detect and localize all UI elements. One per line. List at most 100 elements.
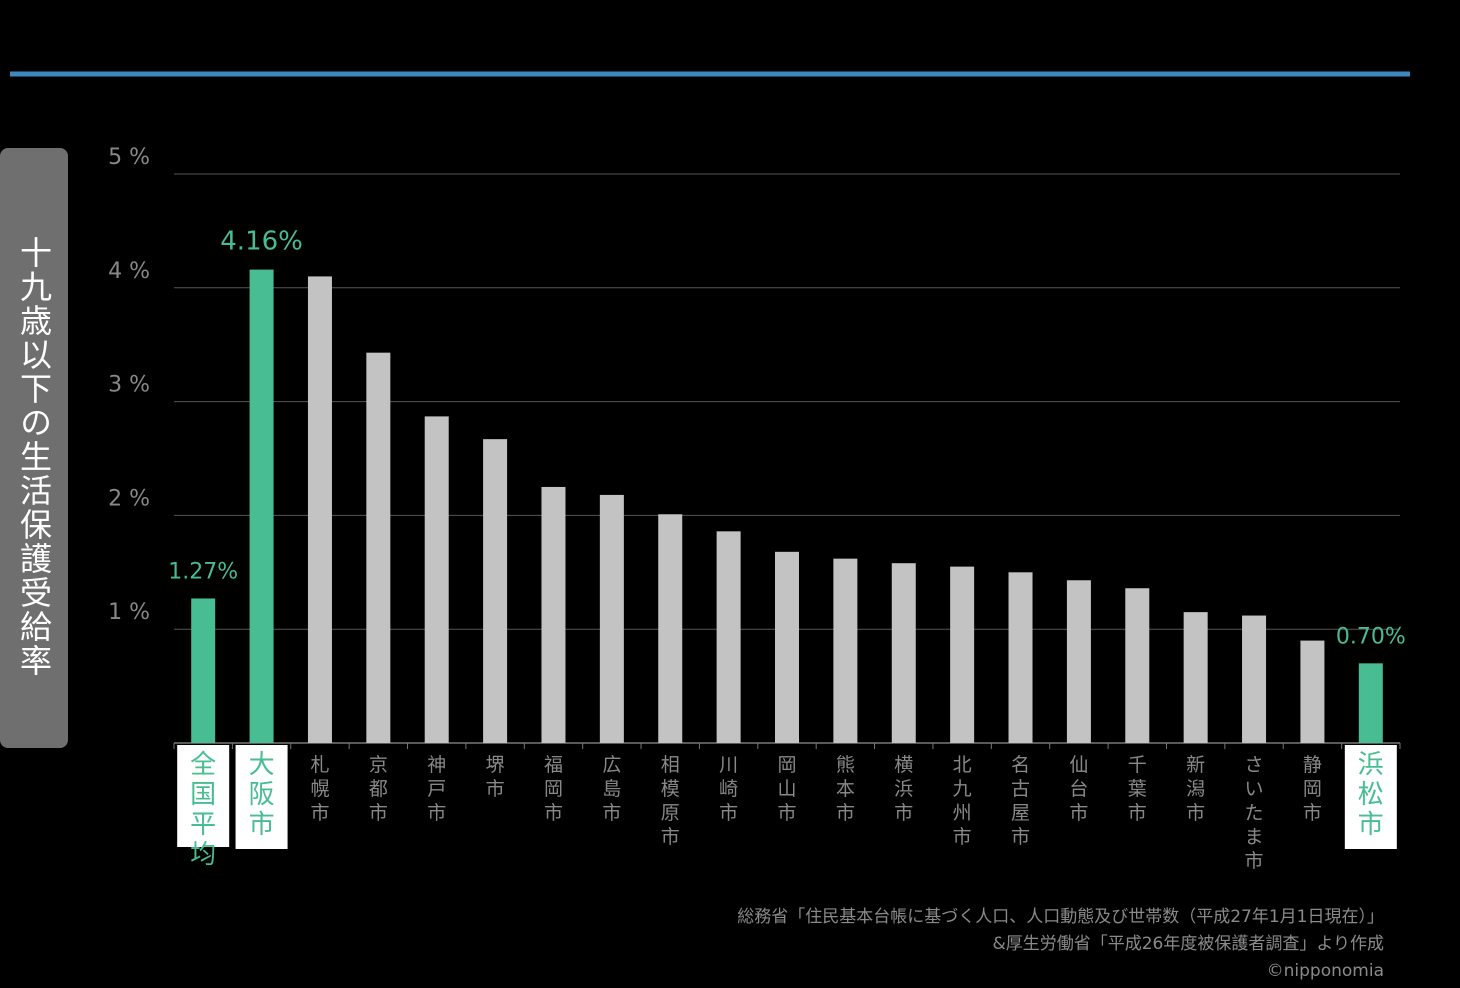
category-label: 均 [190,840,216,870]
category-label: 州 [953,802,972,824]
bar [658,514,683,743]
category-label: 阪 [249,780,275,810]
category-label: 崎 [719,778,738,800]
bar [1008,572,1033,743]
category-label: 市 [486,778,505,800]
bar [1125,588,1150,743]
category-label: 市 [249,810,275,840]
category-label: 市 [602,802,621,824]
category-label: 市 [777,802,796,824]
bar [483,439,508,743]
bar [833,558,858,743]
category-label: 大 [249,750,275,780]
category-label: 新 [1186,754,1205,776]
category-label: 潟 [1186,778,1205,800]
category-label: 岡 [1303,778,1322,800]
y-tick-label: 1 % [108,600,150,625]
source-line-1: 総務省「住民基本台帳に基づく人口、人口動態及び世帯数（平成27年1月1日現在）」 [737,907,1384,927]
category-label: 福 [544,754,563,776]
category-label: 本 [836,778,855,800]
category-label: 市 [894,802,913,824]
category-label: 屋 [1011,802,1030,824]
category-label: 岡 [777,754,796,776]
category-label: 幌 [310,778,329,800]
category-label: 市 [544,802,563,824]
category-label-box [177,745,230,847]
category-label: 原 [661,802,680,824]
y-tick-label: 2 % [108,486,150,511]
category-label: 戸 [427,778,446,800]
category-label: ま [1245,826,1264,848]
category-label: 平 [190,810,216,840]
source-note: 総務省「住民基本台帳に基づく人口、人口動態及び世帯数（平成27年1月1日現在）」… [737,904,1384,985]
category-label: 市 [1245,850,1264,872]
category-label: 市 [1011,826,1030,848]
category-label: 千 [1128,754,1147,776]
category-label: 山 [777,778,796,800]
bar [191,598,216,743]
bar [1066,580,1091,743]
category-label: 札 [310,754,329,776]
category-label: 静 [1303,754,1322,776]
category-label: 古 [1011,778,1030,800]
category-label: 相 [661,754,680,776]
category-label: 市 [310,802,329,824]
category-label: 熊 [836,754,855,776]
bar [950,566,975,743]
category-label: 市 [836,802,855,824]
category-label: 松 [1358,780,1384,810]
category-label: 神 [427,754,446,776]
data-label: 4.16% [220,227,303,257]
category-label: 市 [1358,810,1384,840]
category-label: 国 [190,780,216,810]
bar [366,352,391,743]
category-label: 市 [1069,802,1088,824]
bar [541,486,566,743]
category-label: 北 [953,754,972,776]
y-axis-label-box [0,148,68,748]
category-label: さ [1245,754,1264,776]
category-label: 市 [1186,802,1205,824]
bar [775,551,799,743]
category-label: 浜 [1358,750,1384,780]
category-label: 市 [427,802,446,824]
category-label: 都 [369,778,388,800]
category-label: 市 [1128,802,1147,824]
category-label: 横 [894,754,913,776]
y-tick-label: 5 % [108,145,150,170]
category-label: 模 [661,778,680,800]
category-label: 岡 [544,778,563,800]
category-label: 市 [661,826,680,848]
source-line-2: &厚生労働省「平成26年度被保護者調査」より作成 [992,934,1384,954]
category-label: た [1245,802,1264,824]
bar [1358,663,1383,743]
y-tick-label: 3 % [108,373,150,398]
bar [307,276,332,743]
category-label: 仙 [1069,754,1088,776]
category-label: 九 [953,778,972,800]
bar [1242,615,1267,743]
category-label: 広 [602,754,621,776]
bar [1300,640,1325,743]
category-label: 市 [1303,802,1322,824]
category-label: 台 [1069,778,1088,800]
bar [716,531,741,743]
category-label: 市 [369,802,388,824]
category-label-box [1344,745,1397,849]
data-label: 0.70% [1336,624,1406,649]
category-label: 島 [602,778,621,800]
bar [1183,612,1208,743]
bar [424,416,449,743]
data-label: 1.27% [168,559,238,584]
category-label: 堺 [486,754,505,776]
bar [249,269,274,743]
category-label: 葉 [1128,778,1147,800]
y-axis-label: 十九歳以下の生活保護受給率 [15,236,53,678]
category-label: 全 [190,750,216,780]
bar [599,494,624,743]
category-label: 名 [1011,754,1030,776]
category-label-box [235,745,288,849]
category-label: 浜 [894,778,913,800]
category-label: 市 [719,802,738,824]
